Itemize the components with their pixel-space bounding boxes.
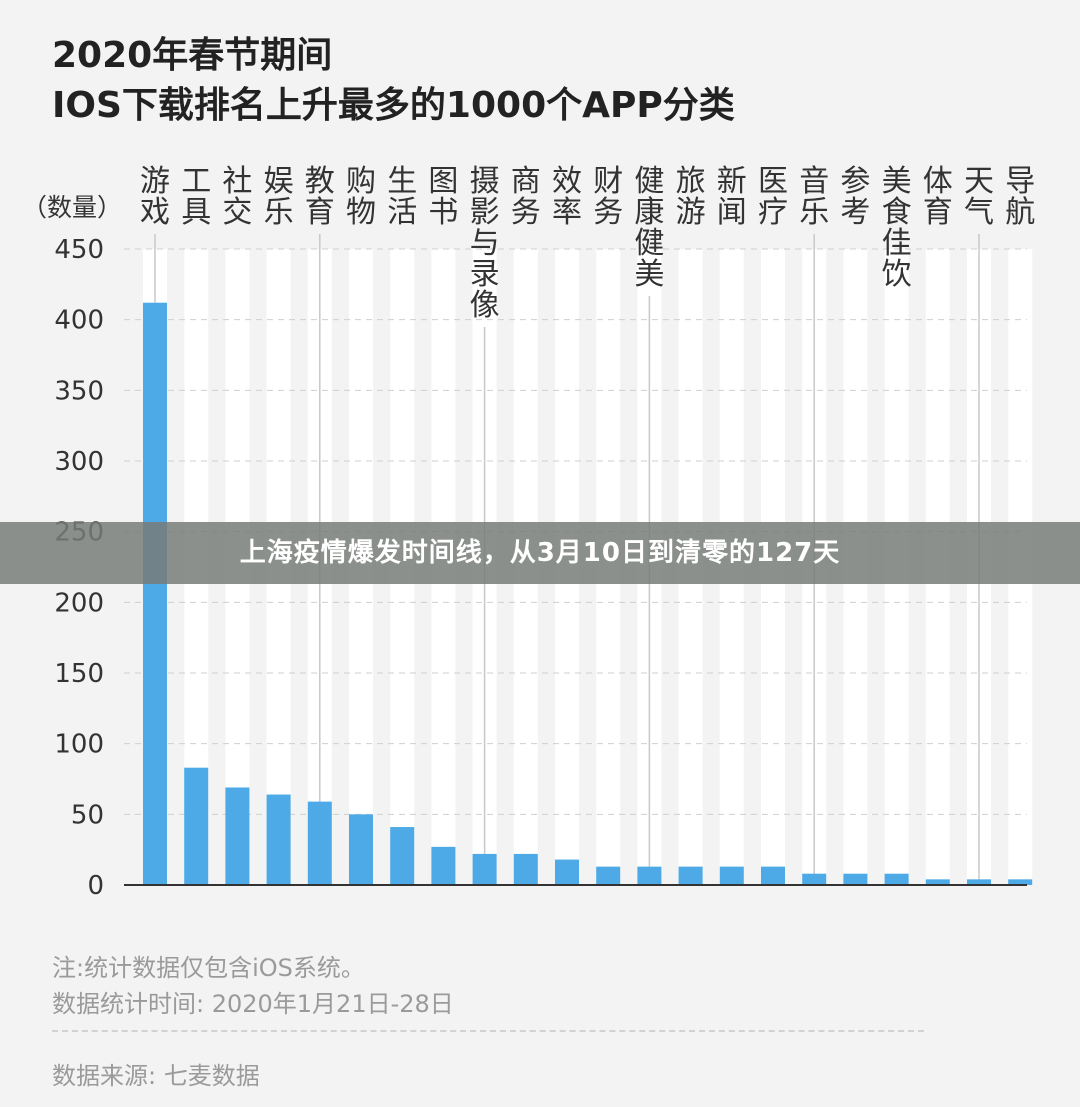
bar (1008, 879, 1033, 885)
y-tick-label: 300 (54, 447, 104, 477)
x-tick-label: 工具 (181, 164, 211, 230)
y-tick-label: 200 (54, 588, 104, 618)
x-tick-label: 医疗 (758, 164, 788, 230)
x-tick-label: 美食佳饮 (882, 164, 912, 292)
note-data-source: 数据来源: 七麦数据 (52, 1062, 260, 1090)
x-axis-labels: 游戏工具社交娱乐教育购物生活图书摄影与录像商务效率财务健康健美旅游新闻医疗音乐参… (140, 164, 1035, 323)
x-tick-label: 社交 (222, 164, 252, 230)
y-axis-label: （数量） (22, 193, 122, 222)
x-tick-label: 导航 (1005, 164, 1035, 230)
x-tick-label: 图书 (428, 164, 458, 230)
bar (637, 866, 662, 885)
y-tick-label: 100 (54, 730, 104, 760)
x-tick-label: 体育 (923, 164, 953, 230)
chart-title: 2020年春节期间 (52, 35, 333, 76)
bar (143, 302, 167, 885)
x-tick-label: 健康健美 (634, 164, 664, 292)
chart-subtitle: IOS下载排名上升最多的1000个APP分类 (52, 85, 735, 126)
x-tick-label: 音乐 (799, 164, 829, 230)
note-stats-period: 数据统计时间: 2020年1月21日-28日 (52, 990, 454, 1018)
x-tick-label: 旅游 (676, 164, 706, 230)
x-tick-label: 娱乐 (264, 164, 294, 230)
bar (184, 767, 209, 885)
bar (431, 846, 456, 885)
bar (719, 866, 744, 885)
divider (52, 1030, 924, 1032)
y-tick-label: 0 (87, 871, 104, 901)
bar (596, 866, 621, 885)
x-tick-label: 商务 (511, 164, 541, 230)
note-stats-scope: 注:统计数据仅包含iOS系统。 (52, 954, 365, 982)
y-tick-label: 50 (71, 800, 104, 830)
bar (225, 787, 250, 885)
bar (513, 853, 538, 885)
x-tick-label: 教育 (305, 164, 335, 230)
bar (843, 873, 868, 885)
bar (761, 866, 785, 885)
headline-text[interactable]: 上海疫情爆发时间线，从3月10日到清零的127天 (239, 538, 841, 568)
x-tick-label: 生活 (387, 164, 417, 230)
x-tick-label: 天气 (964, 164, 994, 230)
bars (143, 302, 1033, 885)
x-tick-label: 游戏 (140, 164, 170, 230)
bar (967, 879, 991, 885)
bar (307, 801, 332, 885)
x-tick-label: 财务 (593, 164, 623, 230)
x-tick-label: 摄影与录像 (470, 164, 500, 323)
bar (884, 873, 909, 885)
headline-banner: 上海疫情爆发时间线，从3月10日到清零的127天 (0, 522, 1080, 584)
bar (390, 827, 415, 885)
bar (802, 873, 827, 885)
y-tick-label: 150 (54, 659, 104, 689)
y-tick-label: 400 (54, 306, 104, 336)
bar-chart: 050100150200250300350400450 游戏工具社交娱乐教育购物… (22, 164, 1035, 901)
y-tick-label: 450 (54, 235, 104, 265)
bar (925, 879, 950, 885)
bar (555, 859, 579, 885)
x-tick-label: 购物 (346, 164, 376, 230)
bar (472, 853, 497, 885)
x-tick-label: 效率 (552, 164, 582, 230)
bar (678, 866, 703, 885)
x-tick-label: 新闻 (717, 164, 747, 230)
bar (349, 814, 373, 885)
y-tick-label: 350 (54, 376, 104, 406)
x-tick-label: 参考 (840, 164, 870, 230)
bar (266, 794, 291, 885)
